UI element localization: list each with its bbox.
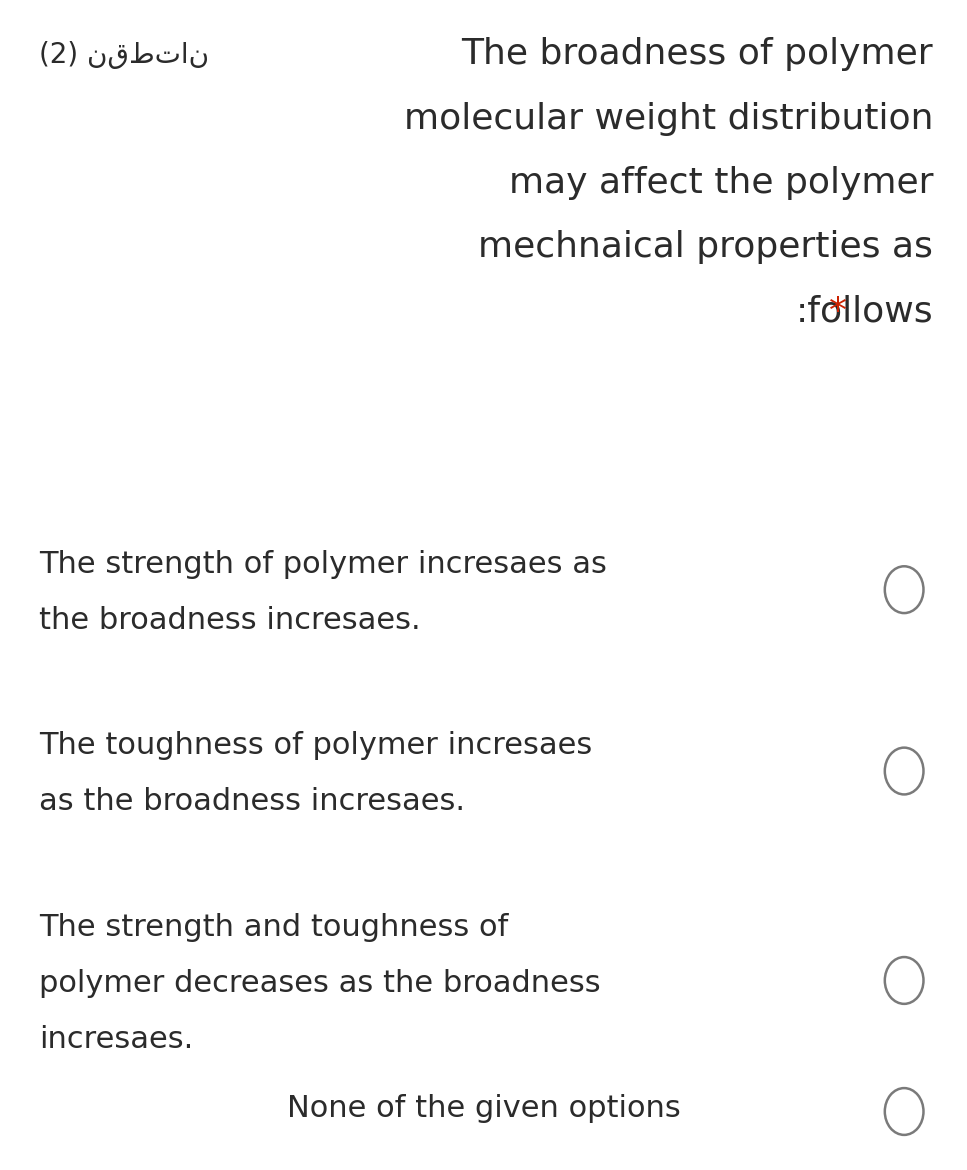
Text: (2) نقطتان: (2) نقطتان (39, 41, 209, 69)
Text: mechnaical properties as: mechnaical properties as (479, 230, 933, 264)
Text: :follows: :follows (796, 295, 933, 329)
Text: polymer decreases as the broadness: polymer decreases as the broadness (39, 969, 601, 998)
Text: the broadness incresaes.: the broadness incresaes. (39, 606, 421, 635)
Text: The strength of polymer incresaes as: The strength of polymer incresaes as (39, 550, 606, 579)
Text: may affect the polymer: may affect the polymer (509, 166, 933, 200)
Text: as the broadness incresaes.: as the broadness incresaes. (39, 787, 465, 817)
Text: None of the given options: None of the given options (286, 1094, 681, 1123)
Text: *: * (829, 295, 847, 329)
Text: The toughness of polymer incresaes: The toughness of polymer incresaes (39, 731, 592, 760)
Text: The strength and toughness of: The strength and toughness of (39, 913, 508, 942)
Text: molecular weight distribution: molecular weight distribution (403, 102, 933, 136)
Text: incresaes.: incresaes. (39, 1025, 193, 1054)
Text: The broadness of polymer: The broadness of polymer (461, 37, 933, 71)
